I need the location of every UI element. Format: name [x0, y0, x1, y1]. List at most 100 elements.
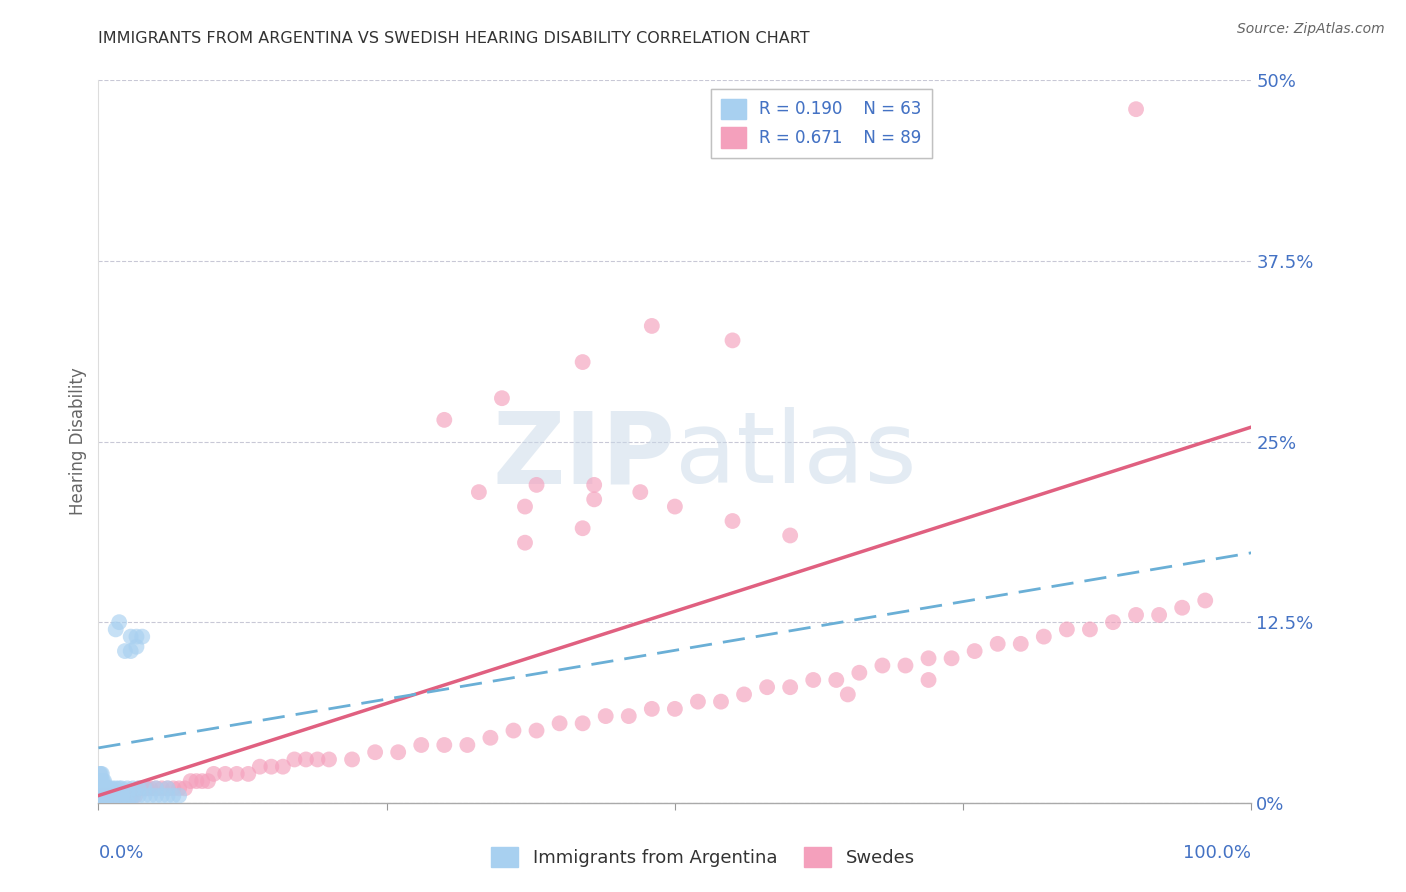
- Point: [93, 781, 115, 796]
- Point: [145, 781, 167, 796]
- Point: [340, 752, 363, 766]
- Point: [110, 789, 132, 803]
- Text: IMMIGRANTS FROM ARGENTINA VS SWEDISH HEARING DISABILITY CORRELATION CHART: IMMIGRANTS FROM ARGENTINA VS SWEDISH HEA…: [98, 31, 810, 46]
- Point: [917, 673, 939, 687]
- Point: [583, 478, 606, 492]
- Point: [156, 781, 179, 796]
- Point: [120, 630, 142, 644]
- Point: [197, 774, 219, 789]
- Point: [571, 355, 593, 369]
- Point: [513, 535, 536, 549]
- Point: [733, 687, 755, 701]
- Point: [1194, 593, 1216, 607]
- Point: [872, 658, 894, 673]
- Legend: R = 0.190    N = 63, R = 0.671    N = 89: R = 0.190 N = 63, R = 0.671 N = 89: [711, 88, 932, 158]
- Point: [97, 789, 120, 803]
- Point: [125, 640, 148, 654]
- Point: [238, 767, 260, 781]
- Point: [214, 767, 236, 781]
- Point: [156, 781, 179, 796]
- Point: [108, 789, 131, 803]
- Point: [97, 781, 120, 796]
- Point: [145, 781, 167, 796]
- Point: [97, 789, 120, 803]
- Point: [94, 781, 117, 796]
- Point: [89, 774, 111, 789]
- Point: [917, 651, 939, 665]
- Point: [114, 644, 136, 658]
- Point: [90, 781, 112, 796]
- Point: [202, 767, 225, 781]
- Point: [91, 781, 114, 796]
- Point: [108, 789, 131, 803]
- Point: [93, 789, 115, 803]
- Point: [110, 794, 132, 808]
- Point: [89, 767, 111, 781]
- Point: [110, 781, 132, 796]
- Point: [120, 789, 142, 803]
- Point: [295, 752, 318, 766]
- Point: [134, 789, 156, 803]
- Point: [93, 774, 115, 789]
- Point: [641, 702, 664, 716]
- Point: [104, 623, 127, 637]
- Point: [1171, 600, 1194, 615]
- Point: [97, 789, 120, 803]
- Point: [1078, 623, 1101, 637]
- Point: [90, 781, 112, 796]
- Point: [104, 781, 127, 796]
- Point: [139, 781, 162, 796]
- Point: [894, 658, 917, 673]
- Point: [526, 478, 548, 492]
- Point: [90, 789, 112, 803]
- Point: [150, 789, 173, 803]
- Point: [1032, 630, 1054, 644]
- Point: [90, 767, 112, 781]
- Point: [779, 528, 801, 542]
- Point: [91, 789, 114, 803]
- Point: [225, 767, 247, 781]
- Point: [617, 709, 640, 723]
- Point: [104, 789, 127, 803]
- Point: [756, 680, 779, 694]
- Point: [131, 630, 153, 644]
- Point: [122, 789, 145, 803]
- Point: [110, 789, 132, 803]
- Point: [90, 767, 112, 781]
- Point: [502, 723, 524, 738]
- Text: atlas: atlas: [675, 408, 917, 505]
- Point: [128, 781, 150, 796]
- Point: [721, 514, 744, 528]
- Point: [117, 789, 139, 803]
- Point: [583, 492, 606, 507]
- Point: [628, 485, 651, 500]
- Point: [89, 789, 111, 803]
- Point: [710, 695, 733, 709]
- Point: [283, 752, 305, 766]
- Point: [167, 781, 190, 796]
- Point: [108, 781, 131, 796]
- Point: [825, 673, 848, 687]
- Point: [117, 789, 139, 803]
- Point: [479, 731, 502, 745]
- Point: [174, 781, 197, 796]
- Point: [89, 781, 111, 796]
- Text: Source: ZipAtlas.com: Source: ZipAtlas.com: [1237, 22, 1385, 37]
- Point: [571, 716, 593, 731]
- Point: [90, 789, 112, 803]
- Point: [122, 789, 145, 803]
- Point: [387, 745, 409, 759]
- Point: [1147, 607, 1170, 622]
- Point: [145, 789, 167, 803]
- Point: [98, 789, 121, 803]
- Point: [571, 521, 593, 535]
- Legend: Immigrants from Argentina, Swedes: Immigrants from Argentina, Swedes: [484, 839, 922, 874]
- Point: [641, 318, 664, 333]
- Point: [779, 680, 801, 694]
- Point: [112, 789, 135, 803]
- Point: [433, 738, 456, 752]
- Point: [1125, 607, 1147, 622]
- Point: [468, 485, 491, 500]
- Point: [271, 760, 294, 774]
- Y-axis label: Hearing Disability: Hearing Disability: [69, 368, 87, 516]
